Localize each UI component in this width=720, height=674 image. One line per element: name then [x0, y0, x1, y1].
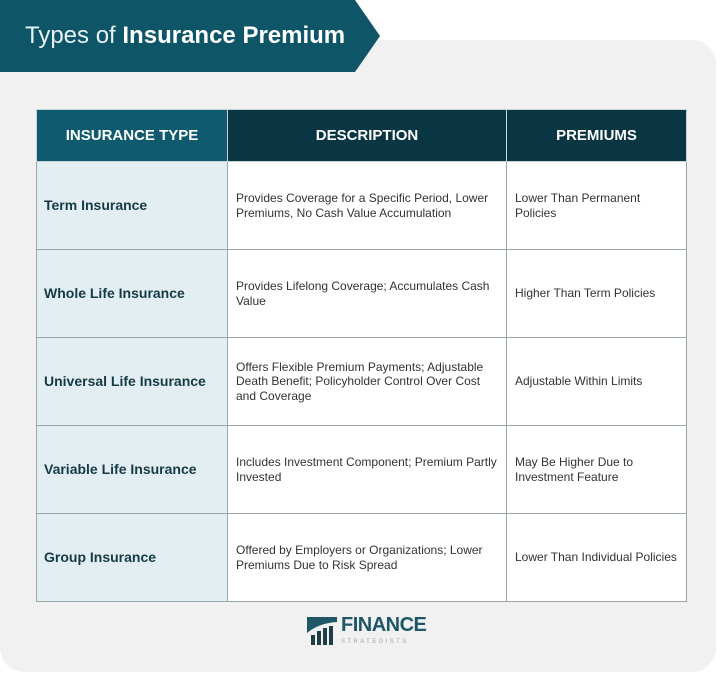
cell-premiums: Higher Than Term Policies [506, 249, 687, 338]
title-bold: Insurance Premium [122, 22, 346, 49]
cell-premiums: May Be Higher Due to Investment Feature [506, 425, 687, 514]
insurance-table: INSURANCE TYPE DESCRIPTION PREMIUMS Term… [36, 109, 687, 602]
cell-description: Offered by Employers or Organizations; L… [227, 513, 507, 602]
cell-insurance-type: Group Insurance [36, 513, 228, 602]
header-insurance-type: INSURANCE TYPE [36, 109, 228, 162]
table-row: Universal Life Insurance Offers Flexible … [36, 337, 687, 426]
logo-text: FINANCE STRATEGISTS [341, 614, 427, 647]
cell-description: Offers Flexible Premium Payments; Adjust… [227, 337, 507, 426]
header-row: INSURANCE TYPE DESCRIPTION PREMIUMS [36, 109, 687, 162]
cell-description: Provides Coverage for a Specific Period,… [227, 161, 507, 250]
cell-premiums: Lower Than Permanent Policies [506, 161, 687, 250]
cell-description: Includes Investment Component; Premium P… [227, 425, 507, 514]
table-row: Group Insurance Offered by Employers or O… [36, 513, 687, 602]
header-premiums: PREMIUMS [506, 109, 687, 162]
cell-insurance-type: Variable Life Insurance [36, 425, 228, 514]
title-light: Types of [25, 22, 123, 49]
logo-icon [307, 616, 337, 645]
cell-insurance-type: Whole Life Insurance [36, 249, 228, 338]
table-row: Variable Life Insurance Includes Investme… [36, 425, 687, 514]
table-row: Whole Life Insurance Provides Lifelong Co… [36, 249, 687, 338]
header-description: DESCRIPTION [227, 109, 507, 162]
finance-strategists-logo: FINANCE STRATEGISTS [307, 614, 427, 647]
logo-sub: STRATEGISTS [341, 639, 409, 645]
cell-description: Provides Lifelong Coverage; Accumulates … [227, 249, 507, 338]
cell-insurance-type: Universal Life Insurance [36, 337, 228, 426]
cell-premiums: Adjustable Within Limits [506, 337, 687, 426]
table-row: Term Insurance Provides Coverage for a Sp… [36, 161, 687, 250]
page-title: Types of Insurance Premium [0, 0, 380, 72]
logo-name: FINANCE [341, 614, 427, 636]
cell-premiums: Lower Than Individual Policies [506, 513, 687, 602]
cell-insurance-type: Term Insurance [36, 161, 228, 250]
